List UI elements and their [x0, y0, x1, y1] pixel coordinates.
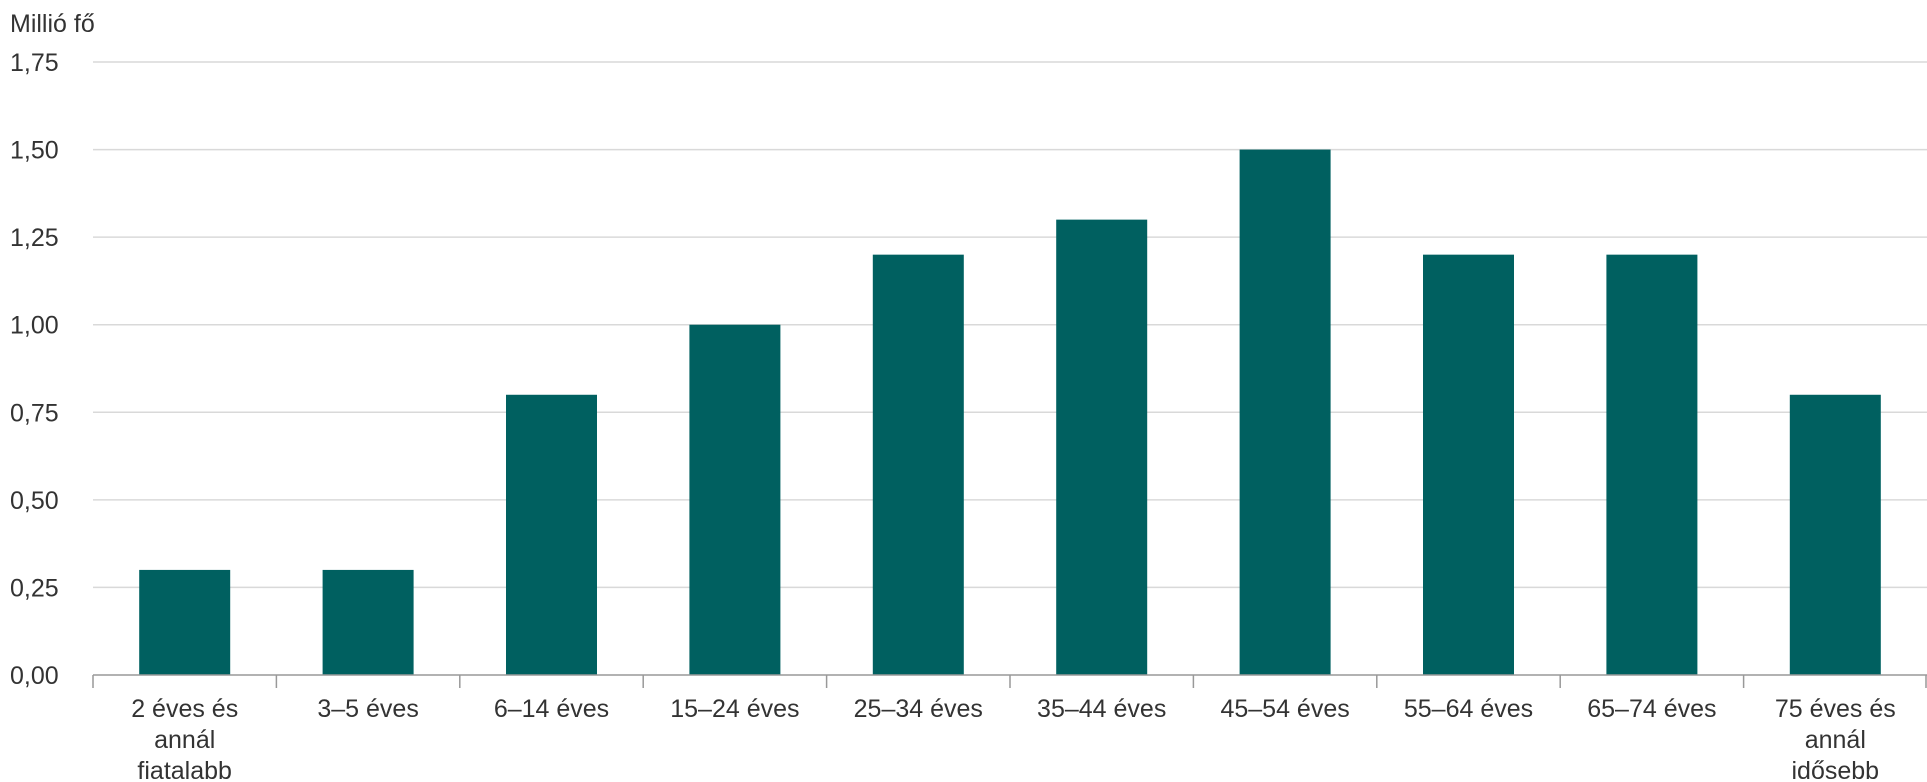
bar [506, 394, 597, 675]
x-category-label: 2 éves és annál fiatalabb [131, 695, 238, 782]
x-category-label: 35–44 éves [1037, 695, 1166, 723]
y-tick-label: 0,00 [10, 662, 59, 690]
bar [1056, 219, 1148, 675]
bar [689, 324, 781, 675]
x-category-label: 45–54 éves [1220, 695, 1349, 723]
bars [139, 149, 1881, 676]
bar [139, 569, 231, 675]
x-axis-labels: 2 éves és annál fiatalabb 3–5 éves 6–14 éves… [131, 695, 1896, 782]
y-tick-label: 1,00 [10, 312, 59, 340]
bar [1423, 254, 1514, 675]
x-category-label: 25–34 éves [854, 695, 983, 723]
bar [1789, 394, 1881, 675]
gridlines [93, 61, 1927, 589]
y-tick-label: 0,75 [10, 399, 59, 427]
x-category-label: 3–5 éves [317, 695, 418, 723]
x-category-label: 55–64 éves [1404, 695, 1533, 723]
y-axis-ticks: 0,00 0,25 0,50 0,75 1,00 1,25 1,50 1,75 [10, 49, 59, 690]
y-tick-label: 1,75 [10, 49, 59, 77]
x-category-label: 65–74 éves [1587, 695, 1716, 723]
x-axis [92, 674, 1927, 688]
bar [322, 569, 414, 675]
y-axis-unit-label: Millió fő [10, 10, 95, 38]
x-category-label: 15–24 éves [670, 695, 799, 723]
bar [872, 254, 964, 675]
x-category-label: 6–14 éves [494, 695, 609, 723]
y-tick-label: 0,25 [10, 574, 59, 602]
y-tick-label: 0,50 [10, 487, 59, 515]
bar [1606, 254, 1698, 675]
y-tick-label: 1,25 [10, 224, 59, 252]
y-tick-label: 1,50 [10, 137, 59, 165]
x-category-label: 75 éves és annál idősebb [1775, 695, 1896, 782]
bar [1239, 149, 1331, 676]
